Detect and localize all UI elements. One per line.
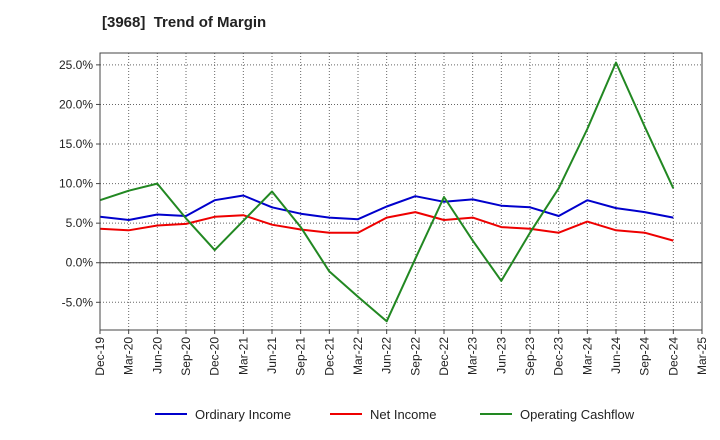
x-tick-label: Jun-23	[494, 337, 508, 374]
legend-label: Ordinary Income	[195, 407, 291, 422]
y-tick-label: 25.0%	[59, 58, 93, 72]
x-tick-label: Dec-22	[437, 337, 451, 376]
y-tick-label: 20.0%	[59, 97, 93, 111]
x-tick-label: Sep-23	[523, 337, 537, 376]
x-tick-label: Dec-20	[208, 337, 222, 376]
legend: Ordinary Income Net Income Operating Cashf…	[155, 407, 635, 422]
plot-frame	[99, 52, 703, 331]
y-tick-label: 15.0%	[59, 137, 93, 151]
x-tick-label: Sep-20	[179, 337, 193, 376]
x-tick-label: Mar-20	[122, 337, 136, 375]
series-layer	[99, 61, 675, 323]
x-tick-label: Sep-21	[294, 337, 308, 376]
x-axis-ticks: Dec-19 Mar-20 Jun-20 Sep-20 Dec-20 Mar-21 Jun-…	[93, 330, 709, 376]
legend-label: Operating Cashflow	[520, 407, 635, 422]
x-tick-label: Jun-21	[265, 337, 279, 374]
x-tick-label: Sep-22	[408, 337, 422, 376]
series-line-ordinary-income	[99, 194, 674, 221]
x-tick-label: Mar-25	[695, 337, 709, 375]
x-tick-label: Dec-21	[322, 337, 336, 376]
legend-label: Net Income	[370, 407, 436, 422]
x-tick-label: Jun-20	[150, 337, 164, 374]
x-tick-label: Dec-19	[93, 337, 107, 376]
x-tick-label: Dec-23	[552, 337, 566, 376]
y-tick-label: -5.0%	[62, 295, 94, 309]
chart-title: [3968] Trend of Margin	[102, 14, 267, 31]
series-line-net-income	[99, 211, 674, 242]
x-tick-label: Mar-22	[351, 337, 365, 375]
x-tick-label: Mar-23	[466, 337, 480, 375]
x-tick-label: Mar-21	[236, 337, 250, 375]
x-tick-label: Sep-24	[638, 337, 652, 376]
y-axis-ticks: 25.0% 20.0% 15.0% 10.0% 5.0% 0.0% -5.0%	[59, 58, 100, 309]
x-tick-label: Jun-24	[609, 337, 623, 374]
x-tick-label: Mar-24	[580, 337, 594, 375]
grid-layer	[100, 53, 702, 330]
x-tick-label: Jun-22	[380, 337, 394, 374]
x-tick-label: Dec-24	[666, 337, 680, 376]
y-tick-label: 10.0%	[59, 177, 93, 191]
series-line-operating-cashflow	[99, 61, 675, 323]
y-tick-label: 5.0%	[66, 216, 94, 230]
y-tick-label: 0.0%	[66, 256, 94, 270]
